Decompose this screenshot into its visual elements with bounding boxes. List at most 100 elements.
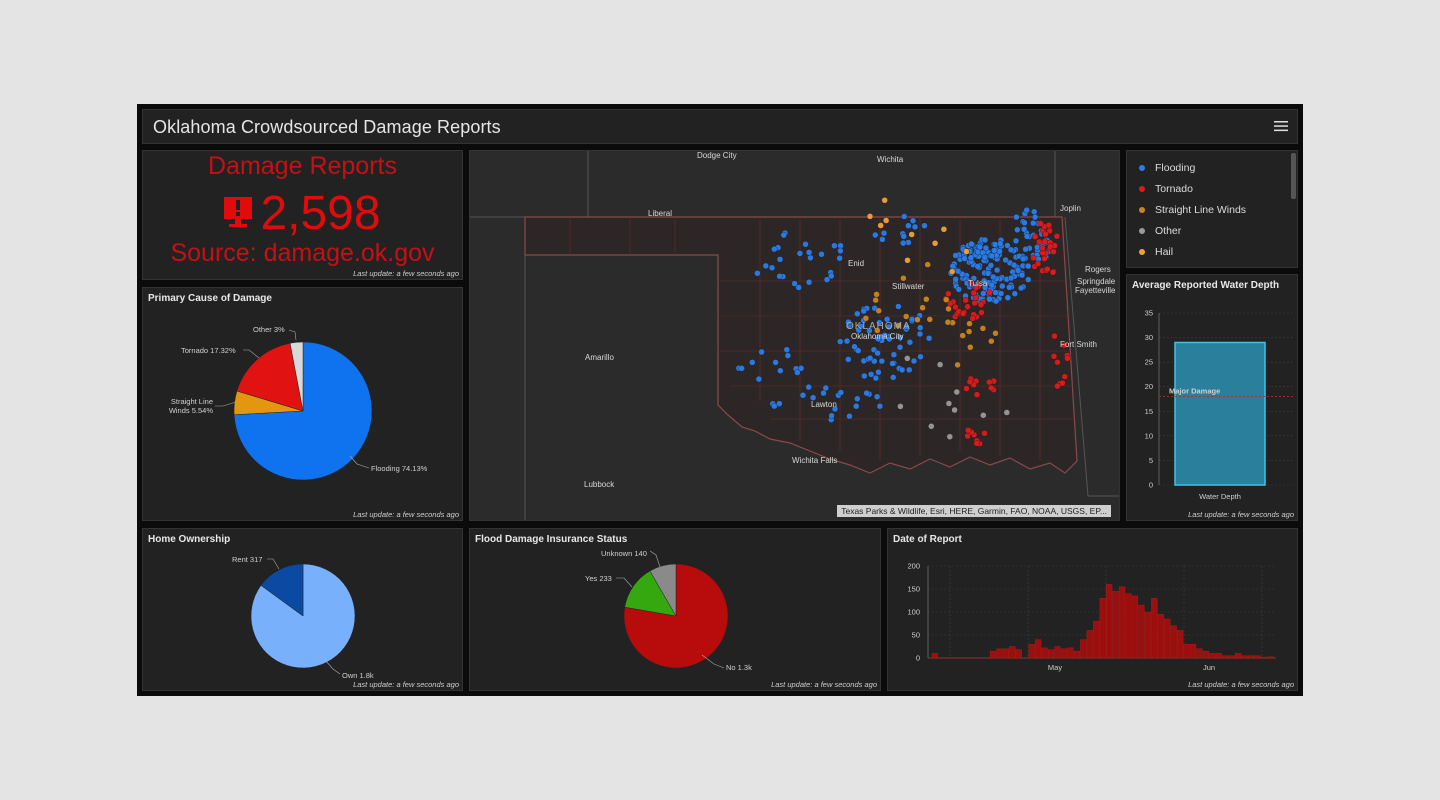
map-report-point[interactable] bbox=[1002, 256, 1009, 264]
map-report-point[interactable] bbox=[855, 347, 862, 354]
map-report-point[interactable] bbox=[784, 352, 792, 359]
map-report-point[interactable] bbox=[1044, 265, 1051, 273]
map-report-point[interactable] bbox=[951, 406, 958, 414]
map-report-point[interactable] bbox=[965, 328, 973, 335]
date-bar[interactable] bbox=[1054, 646, 1061, 659]
map-report-point[interactable] bbox=[900, 233, 907, 240]
map-report-point[interactable] bbox=[851, 343, 858, 350]
map-report-point[interactable] bbox=[776, 272, 783, 280]
pie-slice-tornado[interactable] bbox=[236, 342, 304, 412]
map-report-point[interactable] bbox=[911, 223, 919, 231]
map-report-point[interactable] bbox=[1061, 373, 1068, 380]
hamburger-menu-icon[interactable] bbox=[1273, 118, 1289, 134]
map-report-point[interactable] bbox=[805, 278, 813, 286]
map-report-point[interactable] bbox=[768, 264, 776, 272]
map-report-point[interactable] bbox=[755, 375, 763, 383]
map-panel[interactable]: Dodge City Wichita Liberal Joplin Enid R… bbox=[469, 150, 1120, 521]
date-bar[interactable] bbox=[1157, 614, 1164, 659]
map-report-point[interactable] bbox=[954, 361, 961, 369]
map-report-point[interactable] bbox=[982, 244, 990, 252]
map-report-point[interactable] bbox=[908, 231, 915, 238]
map-report-point[interactable] bbox=[986, 289, 993, 296]
map-report-point[interactable] bbox=[952, 276, 959, 283]
map-report-point[interactable] bbox=[863, 389, 870, 397]
map-report-point[interactable] bbox=[875, 368, 882, 376]
map-report-point[interactable] bbox=[981, 277, 988, 285]
map-report-point[interactable] bbox=[754, 270, 761, 277]
map-report-point[interactable] bbox=[1017, 284, 1025, 292]
map-report-point[interactable] bbox=[988, 281, 995, 289]
date-bar[interactable] bbox=[1222, 655, 1229, 659]
date-bar[interactable] bbox=[1067, 647, 1074, 659]
date-bar[interactable] bbox=[1144, 611, 1151, 659]
map-report-point[interactable] bbox=[854, 310, 861, 318]
date-bar[interactable] bbox=[1073, 650, 1080, 659]
map-report-point[interactable] bbox=[925, 335, 933, 342]
map-report-point[interactable] bbox=[831, 242, 838, 249]
date-bar[interactable] bbox=[1202, 650, 1210, 659]
map-report-point[interactable] bbox=[928, 423, 935, 430]
map-report-point[interactable] bbox=[944, 318, 952, 326]
map-report-point[interactable] bbox=[940, 226, 948, 233]
map-report-point[interactable] bbox=[1059, 379, 1066, 387]
pie-slice-rent[interactable] bbox=[260, 563, 304, 617]
date-bar[interactable] bbox=[931, 653, 939, 659]
map-report-point[interactable] bbox=[959, 310, 967, 317]
date-bar[interactable] bbox=[1093, 621, 1100, 659]
map-report-point[interactable] bbox=[1013, 213, 1020, 221]
map-report-point[interactable] bbox=[967, 254, 975, 261]
map-report-point[interactable] bbox=[794, 369, 801, 376]
map-report-point[interactable] bbox=[967, 279, 975, 286]
map-report-point[interactable] bbox=[809, 394, 817, 401]
map-report-point[interactable] bbox=[866, 327, 873, 335]
map-report-point[interactable] bbox=[964, 303, 971, 310]
map-report-point[interactable] bbox=[1014, 226, 1021, 234]
map-report-point[interactable] bbox=[999, 282, 1006, 290]
map-report-point[interactable] bbox=[949, 262, 956, 270]
map-report-point[interactable] bbox=[926, 316, 933, 323]
map-report-point[interactable] bbox=[1003, 409, 1010, 416]
map-report-point[interactable] bbox=[873, 291, 880, 298]
date-bar[interactable] bbox=[989, 650, 997, 659]
map-report-point[interactable] bbox=[874, 335, 882, 343]
map-report-point[interactable] bbox=[931, 240, 939, 247]
map-report-point[interactable] bbox=[980, 290, 987, 297]
date-bar[interactable] bbox=[1235, 653, 1242, 659]
map-report-point[interactable] bbox=[900, 274, 907, 282]
map-report-point[interactable] bbox=[749, 359, 756, 366]
map-report-point[interactable] bbox=[953, 388, 960, 396]
map-report-point[interactable] bbox=[797, 365, 805, 372]
map-report-point[interactable] bbox=[867, 371, 875, 378]
map-attribution[interactable]: Texas Parks & Wildlife, Esri, HERE, Garm… bbox=[837, 505, 1111, 517]
map-report-point[interactable] bbox=[866, 213, 874, 220]
date-bar[interactable] bbox=[1254, 655, 1261, 659]
map-report-point[interactable] bbox=[1032, 233, 1039, 240]
map-report-point[interactable] bbox=[1025, 276, 1032, 283]
date-bar[interactable] bbox=[1041, 647, 1048, 659]
map-report-point[interactable] bbox=[904, 355, 911, 362]
legend-item-other[interactable]: Other bbox=[1139, 225, 1181, 237]
map-report-point[interactable] bbox=[1006, 284, 1013, 291]
legend-item-flooding[interactable]: Flooding bbox=[1139, 162, 1195, 174]
map-report-point[interactable] bbox=[805, 249, 813, 256]
map-report-point[interactable] bbox=[1053, 233, 1061, 240]
map-report-point[interactable] bbox=[978, 309, 985, 316]
map-report-point[interactable] bbox=[1031, 213, 1039, 221]
map-report-point[interactable] bbox=[876, 319, 883, 326]
map-report-point[interactable] bbox=[895, 303, 902, 310]
map-report-point[interactable] bbox=[1050, 353, 1058, 360]
map-report-point[interactable] bbox=[917, 324, 924, 331]
map-report-point[interactable] bbox=[1047, 243, 1054, 250]
map-report-point[interactable] bbox=[1004, 294, 1012, 301]
map-report-point[interactable] bbox=[846, 413, 853, 420]
map-report-point[interactable] bbox=[1037, 220, 1044, 227]
map-report-point[interactable] bbox=[879, 236, 886, 243]
map-report-point[interactable] bbox=[973, 440, 980, 447]
map-report-point[interactable] bbox=[968, 240, 975, 248]
map-report-point[interactable] bbox=[987, 262, 995, 269]
map-report-point[interactable] bbox=[872, 296, 879, 304]
map-report-point[interactable] bbox=[1022, 245, 1029, 253]
date-bar[interactable] bbox=[1015, 649, 1022, 659]
map-report-point[interactable] bbox=[988, 252, 995, 260]
map-report-point[interactable] bbox=[1034, 260, 1042, 267]
